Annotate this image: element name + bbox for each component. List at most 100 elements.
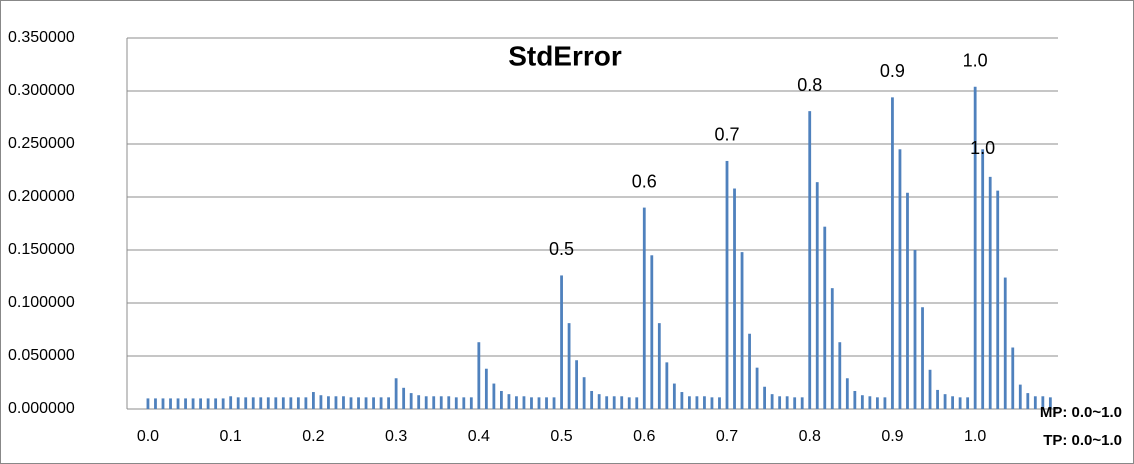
bar [334, 396, 338, 409]
bar [357, 397, 360, 409]
bar [484, 368, 488, 409]
bar [913, 250, 917, 409]
bar [515, 396, 518, 409]
x-tick-label: 0.8 [799, 428, 821, 445]
bar [439, 396, 443, 409]
bar [296, 397, 300, 409]
bar [394, 378, 398, 409]
annotation: 0.7 [714, 125, 739, 145]
bar [823, 226, 827, 409]
bar [928, 369, 932, 409]
annotation: 0.6 [632, 171, 657, 191]
chart-title: StdError [508, 40, 622, 71]
bar [800, 397, 804, 409]
bar [845, 378, 849, 409]
bar [221, 398, 225, 409]
bar [552, 397, 556, 409]
bar [988, 176, 992, 409]
bar [1041, 396, 1045, 409]
bar [627, 397, 631, 409]
bar [327, 396, 330, 409]
bar [642, 207, 646, 409]
y-tick-label: 0.150000 [8, 241, 75, 258]
annotation: 0.8 [797, 75, 822, 95]
bar [808, 111, 812, 409]
bar [718, 397, 721, 409]
bar [996, 190, 1000, 409]
y-tick-label: 0.250000 [8, 135, 75, 152]
bar [665, 362, 669, 409]
bar [815, 182, 819, 409]
bar [650, 255, 654, 409]
bar [612, 396, 616, 409]
annotation: 0.5 [549, 239, 574, 259]
bar [597, 394, 601, 409]
y-tick-label: 0.300000 [8, 82, 75, 99]
y-tick-label: 0.100000 [8, 294, 75, 311]
bar [860, 395, 864, 409]
bar [364, 397, 368, 409]
bar [432, 396, 436, 409]
x-tick-label: 0.4 [468, 428, 490, 445]
bar [733, 188, 736, 409]
bar [154, 398, 157, 409]
bar [672, 383, 676, 409]
bar [244, 397, 248, 409]
bar [312, 392, 315, 409]
bar [161, 398, 165, 409]
x-tick-label: 1.0 [964, 428, 986, 445]
annotation: 0.9 [880, 61, 905, 81]
note: TP: 0.0~1.0 [1043, 432, 1122, 449]
bar [289, 397, 293, 409]
x-tick-label: 0.6 [633, 428, 655, 445]
annotation: 1.0 [963, 51, 988, 71]
bar [906, 192, 909, 409]
x-tick-label: 0.5 [550, 428, 572, 445]
bar [740, 252, 744, 409]
bar [1018, 384, 1022, 409]
bar [943, 394, 947, 409]
bar [725, 160, 729, 409]
bar [1003, 277, 1007, 409]
x-tick-label: 0.7 [716, 428, 738, 445]
bar [868, 396, 872, 409]
bar [184, 398, 187, 409]
x-tick-label: 0.3 [385, 428, 407, 445]
bar [417, 395, 421, 409]
bar [793, 397, 797, 409]
bar [146, 398, 150, 409]
bar [966, 397, 970, 409]
bar [379, 397, 383, 409]
bar [319, 395, 323, 409]
x-tick-label: 0.9 [881, 428, 903, 445]
bar [199, 398, 202, 409]
bar [830, 288, 834, 409]
bar [688, 396, 691, 409]
bar [560, 275, 563, 409]
bar [921, 307, 924, 409]
bar [710, 397, 714, 409]
bar [695, 396, 699, 409]
bar [387, 397, 390, 409]
bar [236, 397, 240, 409]
bar [883, 397, 887, 409]
bar [206, 398, 210, 409]
bar [680, 392, 684, 409]
bar [169, 398, 172, 409]
bar [891, 97, 894, 410]
x-tick-label: 0.0 [137, 428, 159, 445]
bar [251, 397, 255, 409]
bar [372, 397, 375, 409]
bar [567, 323, 571, 409]
bar [191, 398, 195, 409]
bar [605, 396, 609, 409]
bar [1048, 397, 1052, 409]
bar [522, 396, 526, 409]
bar [259, 397, 263, 409]
x-tick-label: 0.2 [302, 428, 324, 445]
bar [1033, 396, 1037, 409]
bar [500, 390, 503, 409]
bar [402, 387, 406, 409]
